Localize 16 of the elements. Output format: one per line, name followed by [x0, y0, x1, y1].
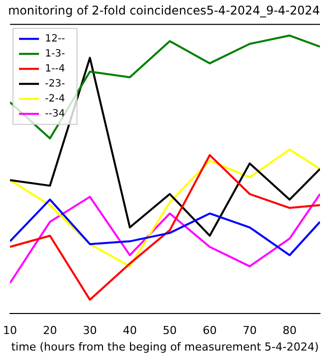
legend-label: 12--: [45, 33, 66, 44]
x-tick-label: 80: [282, 324, 297, 338]
x-tick-label: 30: [82, 324, 97, 338]
x-tick-label: 40: [122, 324, 137, 338]
legend-label: 1-3-: [45, 48, 66, 60]
legend-label: -2-4: [45, 93, 65, 104]
x-tick-label: 20: [42, 324, 57, 338]
x-tick-label: 50: [162, 324, 177, 338]
legend-label: -23-: [45, 78, 66, 90]
x-tick-label: 70: [242, 324, 257, 338]
legend-label: --34: [45, 108, 65, 120]
legend-label: 1--4: [45, 63, 65, 74]
x-axis-title: time (hours from the beging of measurement 5-4-2024): [11, 340, 319, 354]
chart-title: monitoring of 2-fold coincidences5-4-2024_9-4-2024: [8, 3, 320, 18]
x-tick-label: 60: [202, 324, 217, 338]
x-tick-label: 10: [3, 324, 17, 338]
